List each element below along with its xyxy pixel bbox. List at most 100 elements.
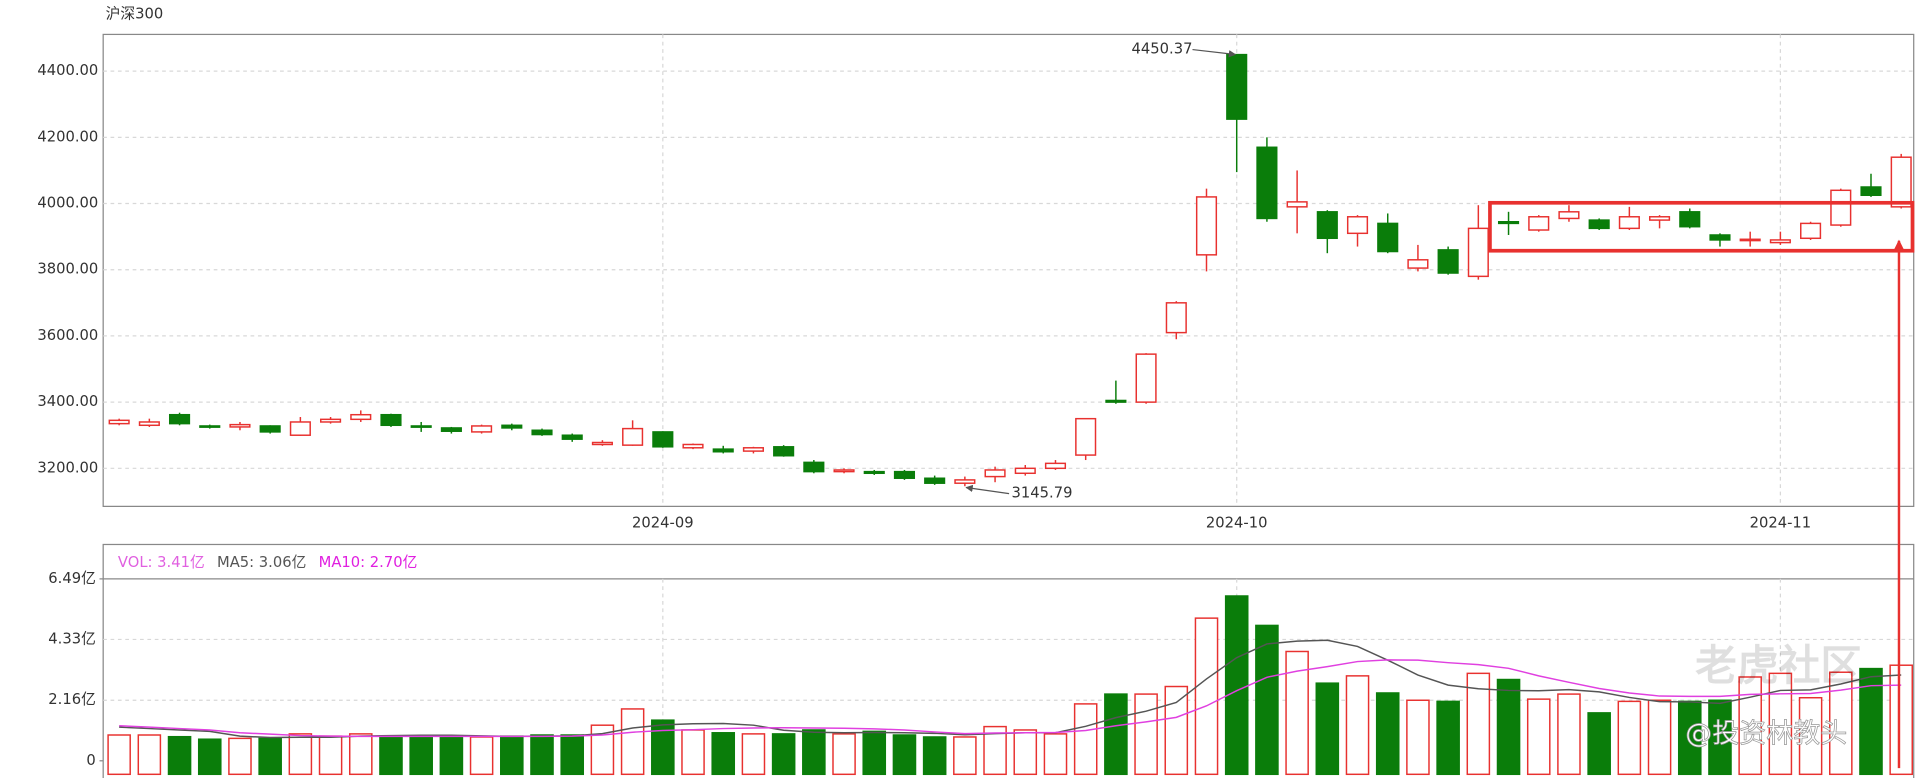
volume-bar xyxy=(651,719,675,776)
volume-bar xyxy=(620,708,645,776)
annotation-label: 4450.37 xyxy=(1132,41,1193,58)
volume-bar xyxy=(197,738,222,776)
volume-bar xyxy=(1224,595,1249,776)
volume-bar xyxy=(1889,664,1913,776)
volume-bar xyxy=(1526,698,1551,776)
volume-bar xyxy=(1647,699,1672,776)
candle-body xyxy=(954,479,976,484)
candle-body xyxy=(863,470,885,475)
candle-body xyxy=(1044,462,1067,470)
candle-body xyxy=(168,413,191,425)
chart-title: 沪深300 xyxy=(106,6,164,23)
volume-bar xyxy=(258,737,282,776)
candle-body xyxy=(138,421,160,427)
volume-bar xyxy=(1073,703,1098,776)
y-tick-label: 3800.00 xyxy=(37,261,98,278)
volume-bar xyxy=(1738,676,1762,776)
volume-bar xyxy=(379,735,403,776)
annotation-arrow xyxy=(1192,48,1237,58)
x-tick-label: 2024-10 xyxy=(1206,515,1268,532)
volume-bar xyxy=(771,733,796,776)
volume-bar xyxy=(922,736,947,776)
volume-bar xyxy=(107,734,131,776)
volume-bar xyxy=(469,736,494,776)
y-tick-label: 6.49亿 xyxy=(48,570,96,587)
candle-body xyxy=(1407,259,1429,269)
y-tick-label: 0 xyxy=(86,752,95,769)
volume-bar xyxy=(560,734,585,776)
candle-body xyxy=(1558,211,1580,220)
candle-body xyxy=(773,446,795,457)
candle-body xyxy=(1769,239,1791,244)
candle-body xyxy=(561,434,583,440)
y-tick-label: 4.33亿 xyxy=(48,630,96,647)
volume-bar xyxy=(1285,650,1309,776)
candle-body xyxy=(1346,216,1369,235)
candle-body xyxy=(1286,201,1308,208)
candle-body xyxy=(1165,302,1187,334)
candle-body xyxy=(1256,146,1278,220)
volume-bar xyxy=(1375,692,1400,776)
volume-bar xyxy=(1466,672,1491,776)
candle-body xyxy=(320,418,342,423)
volume-bar xyxy=(1496,678,1521,776)
volume-bar xyxy=(681,729,705,776)
volume-bar xyxy=(1345,675,1370,776)
candle-body xyxy=(1075,417,1097,456)
volume-bar xyxy=(228,737,252,776)
candle-body xyxy=(108,419,130,425)
volume-bar xyxy=(1104,693,1128,776)
volume-bar xyxy=(137,734,162,776)
watermark: @投资林教头 xyxy=(1685,718,1847,749)
annotation-arrow xyxy=(965,484,1010,495)
candle-body xyxy=(742,447,765,452)
candle-body xyxy=(712,448,734,453)
candle-body xyxy=(622,427,644,446)
volume-bar xyxy=(983,725,1007,776)
volume-bar xyxy=(530,734,554,776)
volume-bar xyxy=(1134,693,1158,776)
candle-body xyxy=(1467,227,1489,278)
candle-body xyxy=(1528,216,1550,231)
candle-body xyxy=(1377,222,1399,253)
y-tick-label: 3400.00 xyxy=(37,393,98,410)
volume-bar xyxy=(409,735,433,776)
volume-bar xyxy=(1828,671,1853,776)
volume-bar xyxy=(1587,712,1611,776)
volume-bar xyxy=(1013,729,1038,776)
volume-bar xyxy=(711,732,736,776)
volume-bar xyxy=(1255,624,1279,776)
volume-bar xyxy=(1617,700,1642,776)
volume-bar xyxy=(1315,682,1340,776)
candle-body xyxy=(1860,186,1882,197)
volume-bar xyxy=(318,735,343,776)
legend-entry: MA10: 2.70亿 xyxy=(319,554,418,571)
volume-bar xyxy=(1557,693,1581,776)
y-tick-label: 4200.00 xyxy=(37,128,98,145)
candle-body xyxy=(1679,211,1701,228)
candle-body xyxy=(1135,353,1157,403)
volume-bar xyxy=(167,735,192,776)
y-tick-label: 3200.00 xyxy=(37,459,98,476)
candle-body xyxy=(1890,156,1912,208)
candle-body xyxy=(471,425,493,433)
y-tick-label: 3600.00 xyxy=(37,327,98,344)
volume-bar xyxy=(1164,685,1189,776)
candle-body xyxy=(289,421,311,436)
volume-bar xyxy=(862,730,887,776)
volume-bar xyxy=(1194,617,1219,776)
price-panel xyxy=(102,33,1915,507)
volume-bar xyxy=(1859,667,1883,776)
candle-body xyxy=(1709,234,1731,241)
candle-body xyxy=(1800,222,1822,240)
volume-bar xyxy=(439,735,464,776)
volume-bar xyxy=(1708,699,1732,776)
volume-bar xyxy=(1406,699,1430,776)
candle-body xyxy=(1830,189,1852,226)
candle-body xyxy=(531,429,553,436)
volume-bar xyxy=(500,735,524,776)
volume-bar xyxy=(348,733,373,776)
volume-bar xyxy=(1043,733,1068,776)
y-tick-label: 2.16亿 xyxy=(48,691,96,708)
